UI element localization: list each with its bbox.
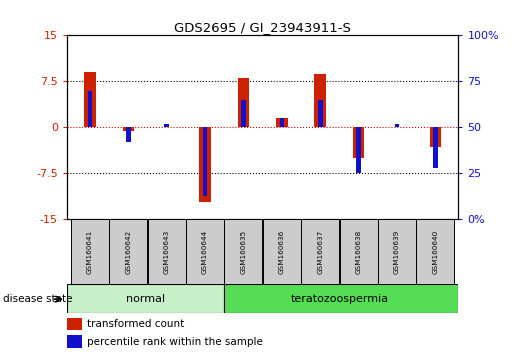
Text: GSM160643: GSM160643 — [164, 230, 170, 274]
Bar — [339, 219, 377, 285]
Bar — [88, 91, 92, 127]
Bar — [71, 219, 109, 285]
Bar — [224, 284, 458, 313]
Bar — [109, 219, 147, 285]
Bar — [394, 124, 399, 127]
Bar — [356, 127, 361, 173]
Bar — [126, 127, 131, 142]
Text: GSM160642: GSM160642 — [125, 230, 131, 274]
Text: GSM160641: GSM160641 — [87, 230, 93, 274]
Text: percentile rank within the sample: percentile rank within the sample — [88, 337, 263, 347]
Text: transformed count: transformed count — [88, 319, 184, 329]
Bar — [378, 219, 416, 285]
Bar — [430, 127, 441, 147]
Bar — [225, 219, 263, 285]
Text: GSM160639: GSM160639 — [394, 230, 400, 274]
Text: disease state: disease state — [3, 294, 72, 304]
Text: normal: normal — [126, 294, 165, 304]
Bar — [280, 118, 284, 127]
Bar — [315, 74, 326, 127]
Bar — [353, 127, 364, 158]
Text: GSM160636: GSM160636 — [279, 230, 285, 274]
Bar — [123, 127, 134, 131]
Bar — [164, 124, 169, 127]
Bar — [241, 100, 246, 127]
Bar — [67, 318, 82, 330]
Text: GSM160640: GSM160640 — [432, 230, 438, 274]
Text: GSM160637: GSM160637 — [317, 230, 323, 274]
Bar — [67, 284, 224, 313]
Bar — [186, 219, 224, 285]
Bar — [238, 78, 249, 127]
Title: GDS2695 / GI_23943911-S: GDS2695 / GI_23943911-S — [174, 21, 351, 34]
Bar — [203, 127, 208, 195]
Bar — [67, 335, 82, 348]
Bar — [148, 219, 186, 285]
Bar — [433, 127, 438, 168]
Bar — [84, 72, 96, 127]
Text: GSM160638: GSM160638 — [355, 230, 362, 274]
Text: GSM160644: GSM160644 — [202, 230, 208, 274]
Bar — [276, 118, 287, 127]
Bar — [301, 219, 339, 285]
Text: teratozoospermia: teratozoospermia — [290, 294, 388, 304]
Bar — [199, 127, 211, 202]
Bar — [318, 100, 322, 127]
Bar — [263, 219, 301, 285]
Bar — [416, 219, 454, 285]
Text: GSM160635: GSM160635 — [241, 230, 247, 274]
